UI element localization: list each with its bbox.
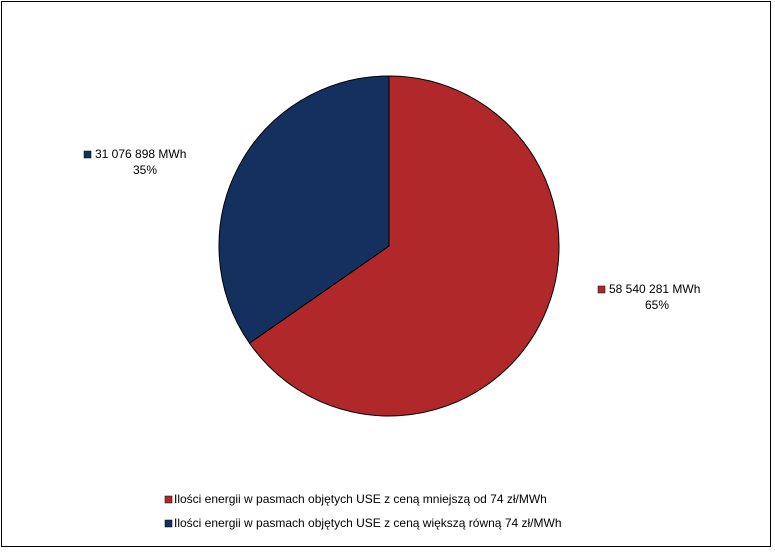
legend-label: Ilości energii w pasmach objętych USE z … — [174, 492, 547, 506]
percent-label: 35% — [133, 163, 157, 177]
legend-label: Ilości energii w pasmach objętych USE z … — [174, 516, 562, 530]
pie-slice — [248, 75, 560, 417]
label-swatch — [597, 285, 606, 294]
value-label: 58 540 281 MWh — [609, 282, 700, 296]
value-label: 31 076 898 MWh — [95, 147, 186, 161]
label-swatch — [83, 150, 92, 159]
percent-label: 65% — [645, 298, 669, 312]
pie-slice — [218, 75, 390, 344]
legend-swatch — [164, 519, 173, 528]
legend-swatch — [164, 495, 173, 504]
